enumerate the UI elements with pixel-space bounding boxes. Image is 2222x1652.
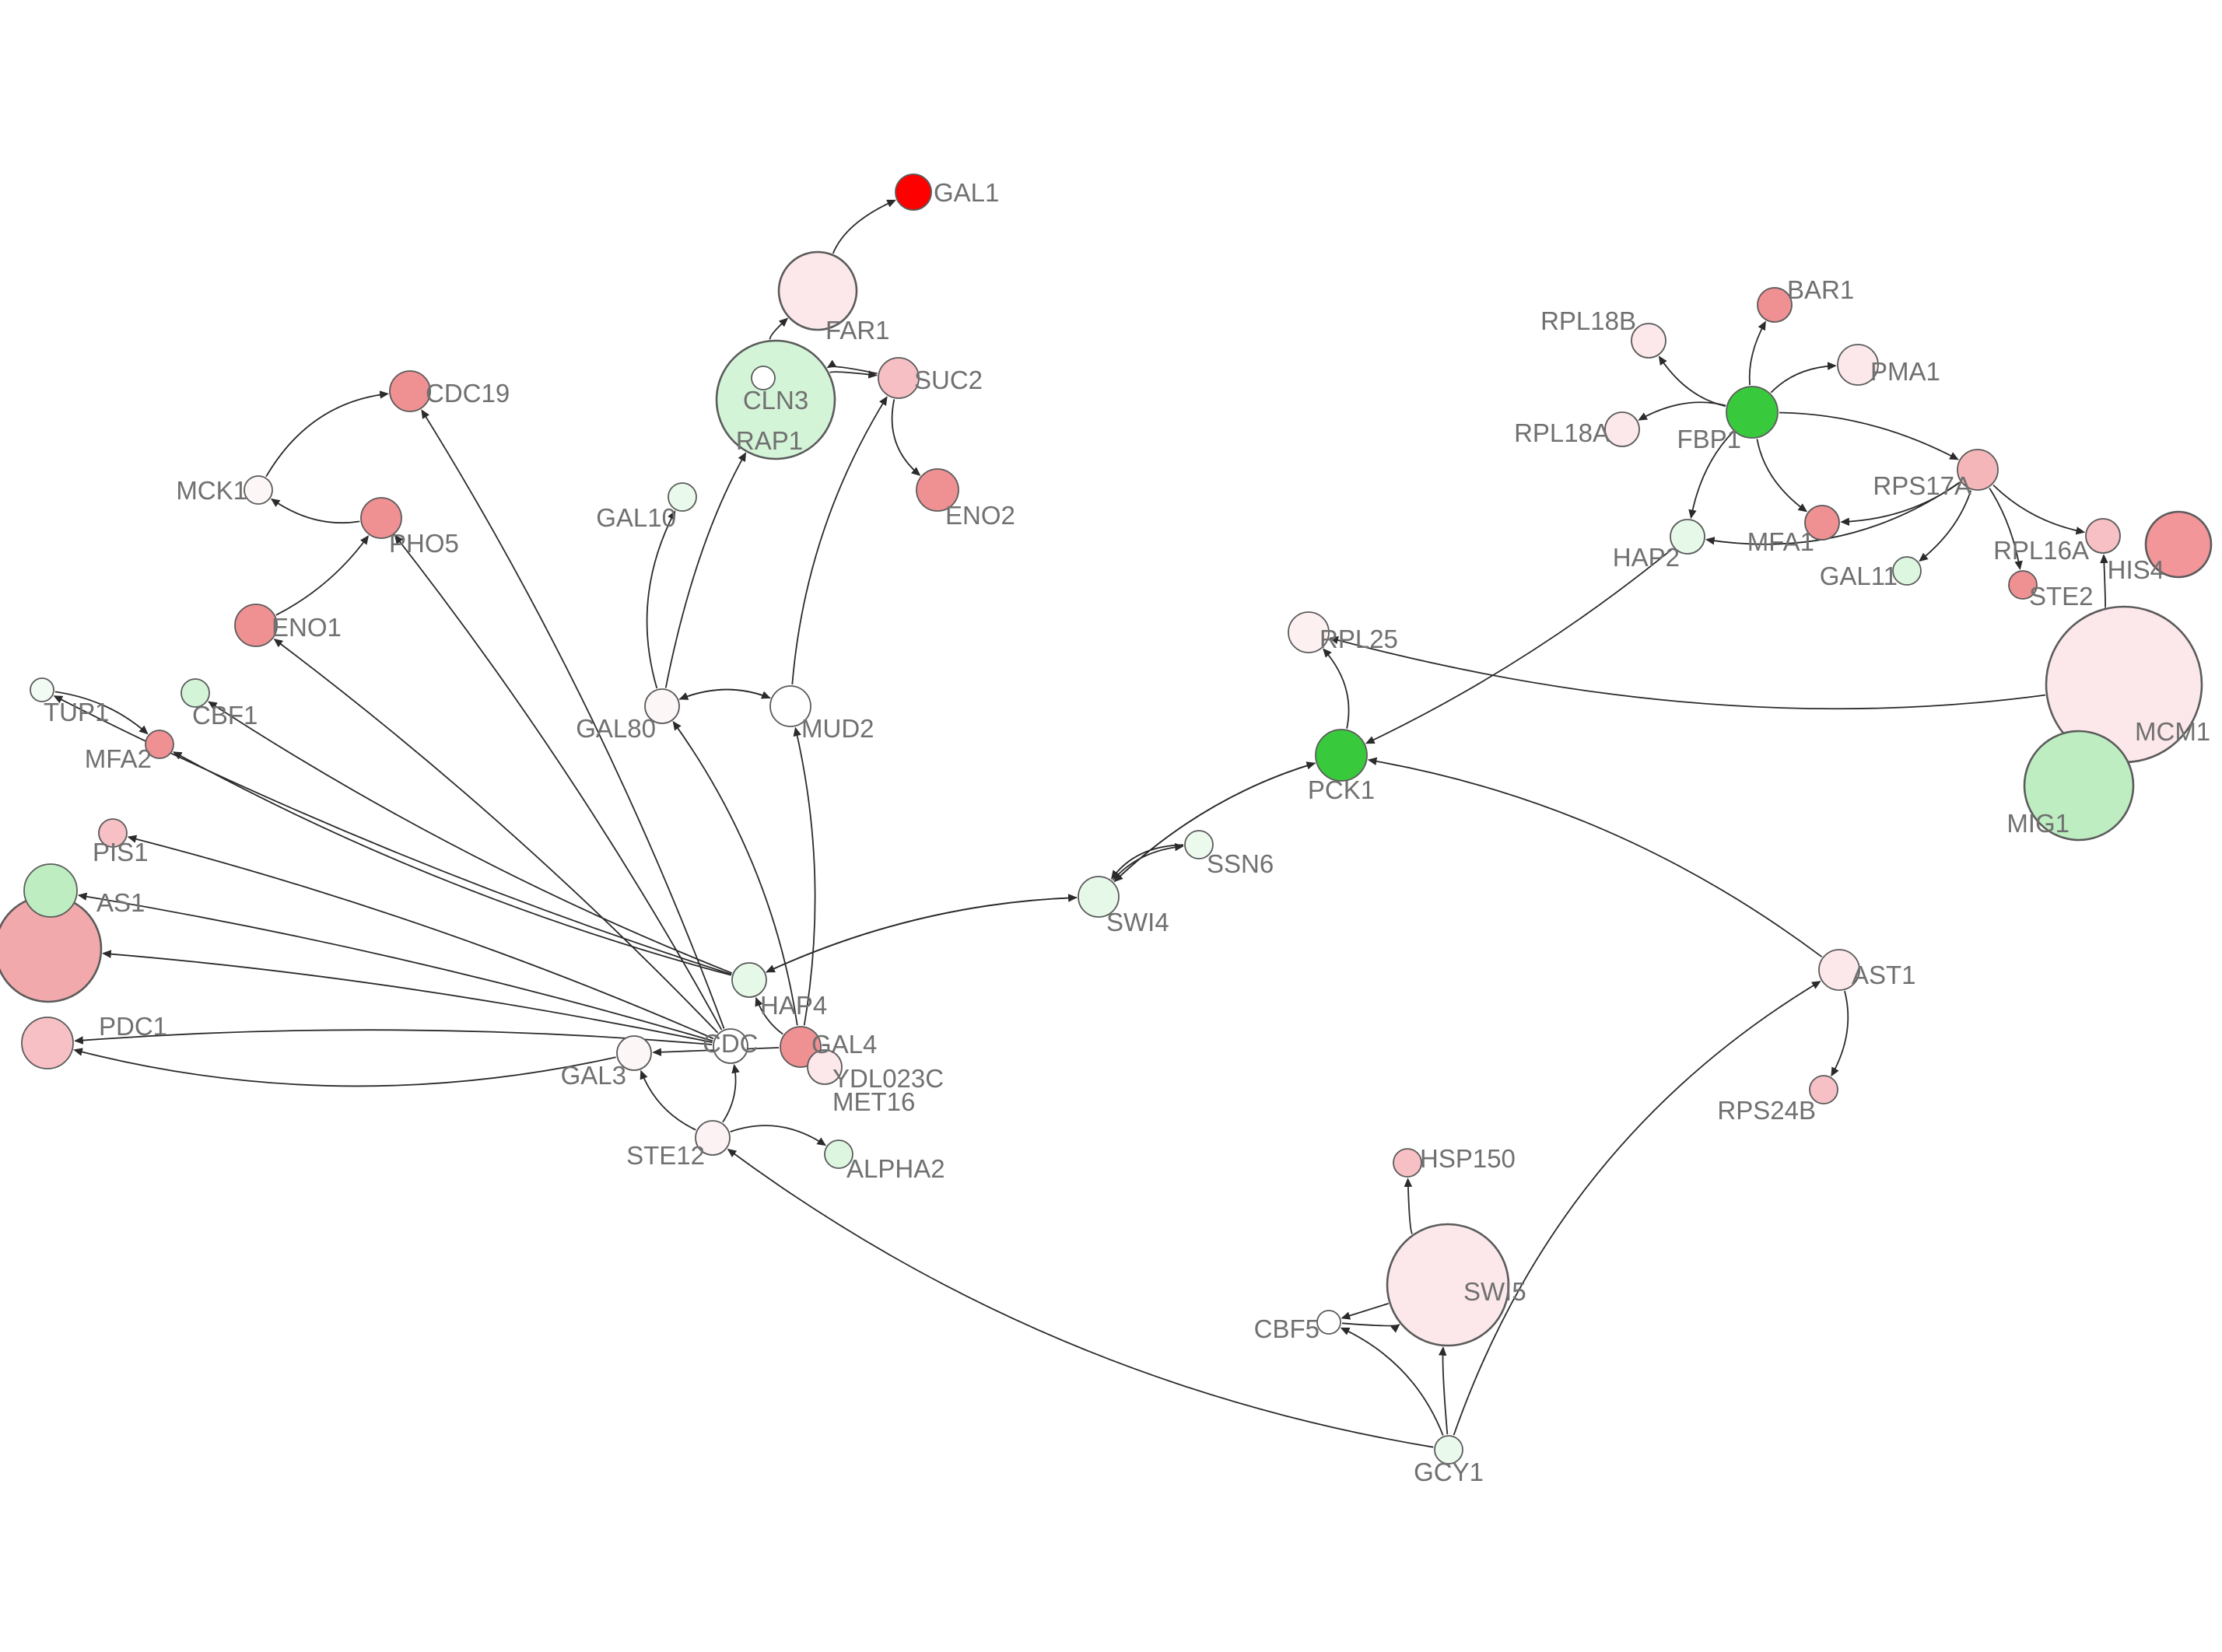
svg-text:MET16: MET16 [832,1087,915,1116]
svg-text:ALPHA2: ALPHA2 [846,1154,945,1183]
svg-text:HAP4: HAP4 [760,991,827,1020]
svg-text:STE12: STE12 [626,1141,705,1170]
svg-text:RAP1: RAP1 [736,426,803,455]
svg-text:MCK1: MCK1 [176,476,247,505]
svg-text:FAR1: FAR1 [825,316,890,345]
svg-text:FBP1: FBP1 [1677,425,1741,453]
svg-text:HSP150: HSP150 [1420,1144,1516,1173]
svg-text:MFA1: MFA1 [1747,527,1814,556]
svg-text:RPL25: RPL25 [1320,625,1398,653]
svg-text:RPS24B: RPS24B [1717,1096,1816,1125]
svg-text:AS1: AS1 [96,888,145,917]
svg-text:PHO5: PHO5 [389,529,459,558]
svg-text:GAL1: GAL1 [934,178,999,207]
svg-text:RPS17A: RPS17A [1873,471,1971,500]
svg-text:SUC2: SUC2 [914,366,983,394]
svg-text:SWI5: SWI5 [1463,1277,1526,1306]
svg-text:MCM1: MCM1 [2135,717,2210,746]
svg-text:GCY1: GCY1 [1414,1458,1484,1486]
svg-text:MIG1: MIG1 [2006,809,2070,838]
svg-text:SWI4: SWI4 [1106,908,1169,936]
svg-text:PDC1: PDC1 [99,1012,167,1041]
svg-text:MFA2: MFA2 [85,744,152,773]
svg-text:ENO2: ENO2 [945,501,1015,530]
svg-text:MUD2: MUD2 [801,714,874,743]
svg-text:SSN6: SSN6 [1207,849,1274,878]
svg-text:CLN3: CLN3 [743,386,808,415]
svg-text:ENO1: ENO1 [272,613,342,642]
svg-text:CDC19: CDC19 [426,379,510,408]
svg-text:CBF1: CBF1 [192,701,258,730]
svg-text:GAL10: GAL10 [596,503,676,532]
svg-text:AST1: AST1 [1852,961,1916,989]
svg-text:STE2: STE2 [2029,582,2094,611]
svg-text:CDC: CDC [703,1029,759,1058]
svg-text:GAL4: GAL4 [811,1030,877,1059]
svg-text:PCK1: PCK1 [1308,775,1375,804]
svg-text:GAL80: GAL80 [576,714,656,743]
svg-text:BAR1: BAR1 [1787,275,1854,304]
svg-text:PIS1: PIS1 [93,838,149,866]
svg-text:TUP1: TUP1 [44,698,109,726]
svg-text:RPL16A: RPL16A [1993,536,2089,565]
svg-text:RPL18A: RPL18A [1514,418,1610,447]
svg-text:HAP2: HAP2 [1613,543,1680,572]
svg-text:CBF5: CBF5 [1254,1314,1320,1343]
svg-text:HIS4: HIS4 [2108,555,2164,584]
svg-text:GAL11: GAL11 [1820,562,1898,590]
svg-text:GAL3: GAL3 [561,1061,626,1090]
svg-text:RPL18B: RPL18B [1540,306,1636,335]
svg-text:PMA1: PMA1 [1870,357,1940,386]
